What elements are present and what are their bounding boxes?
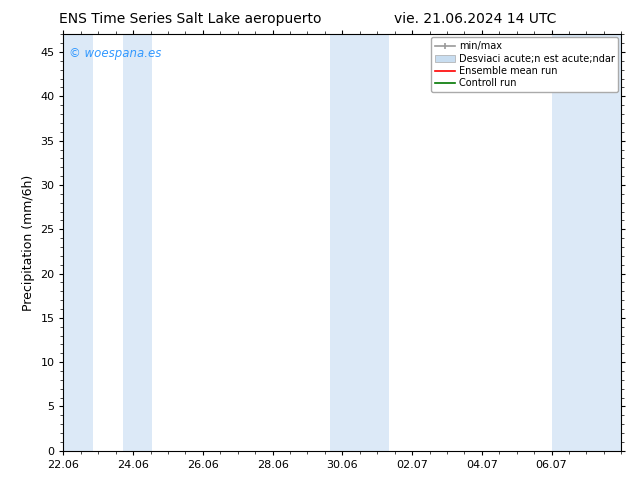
Y-axis label: Precipitation (mm/6h): Precipitation (mm/6h) — [22, 174, 35, 311]
Text: vie. 21.06.2024 14 UTC: vie. 21.06.2024 14 UTC — [394, 12, 557, 26]
Bar — [63, 34, 93, 451]
Legend: min/max, Desviaci acute;n est acute;ndar, Ensemble mean run, Controll run: min/max, Desviaci acute;n est acute;ndar… — [431, 37, 618, 92]
Bar — [123, 34, 152, 451]
Text: ENS Time Series Salt Lake aeropuerto: ENS Time Series Salt Lake aeropuerto — [59, 12, 321, 26]
Bar — [552, 34, 621, 451]
Text: © woespana.es: © woespana.es — [69, 47, 162, 60]
Bar — [359, 34, 389, 451]
Bar — [330, 34, 359, 451]
